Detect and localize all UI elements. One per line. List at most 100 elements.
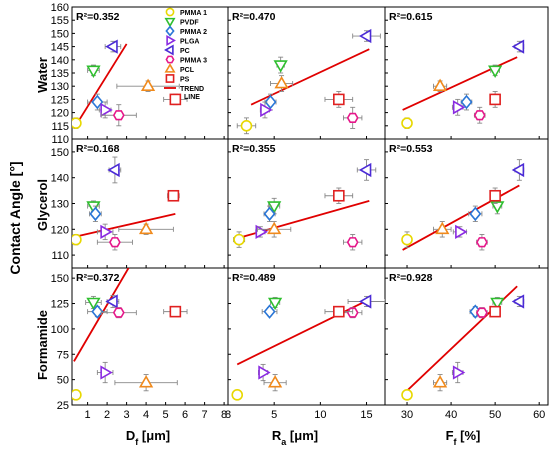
data-point-plga (100, 365, 113, 380)
x-tick-label: 50 (489, 409, 501, 421)
data-point-pc (107, 162, 120, 178)
data-point-pmma-1 (401, 389, 413, 401)
panel-frame-glycerol-ff (384, 138, 549, 269)
x-tick-label: 3 (124, 409, 130, 421)
data-point-pmma-3 (473, 110, 486, 121)
data-point-pvdf (86, 201, 101, 214)
data-point-pmma-1 (72, 233, 82, 246)
x-tick-label: 30 (401, 409, 413, 421)
x-tick-label: 10 (314, 409, 326, 421)
r2-label: R²=0.553 (389, 143, 433, 155)
legend-label: PCL (180, 67, 195, 74)
y-tick-label: 125 (51, 94, 69, 106)
data-point-pmma-2 (91, 304, 104, 319)
data-point-pcl (267, 221, 282, 235)
panel-water-ff (401, 39, 525, 129)
y-tick-label: 120 (51, 224, 69, 236)
r2-label: R²=0.355 (232, 143, 276, 155)
data-point-pcl (138, 221, 154, 235)
data-point-pcl (140, 78, 156, 91)
data-point-pcl (267, 375, 283, 388)
data-point-pc (511, 162, 525, 178)
data-point-pmma-1 (72, 117, 82, 129)
data-point-plga (455, 224, 468, 240)
data-point-pmma-3 (108, 237, 121, 248)
data-point-pmma-1 (231, 389, 244, 401)
y-tick-label: 50 (57, 375, 69, 387)
panel-water-ra (236, 28, 381, 135)
legend-marker-pmma-3 (165, 55, 175, 64)
x-tick-label: 8 (221, 409, 227, 421)
data-point-pmma-3 (346, 112, 359, 124)
data-point-pc (105, 39, 118, 54)
data-point-pmma-1 (240, 120, 253, 132)
data-point-plga (452, 365, 466, 380)
x-axis-label-ra: Ra [μm] (272, 428, 318, 447)
legend-marker-pcl (164, 63, 176, 73)
data-point-pvdf (488, 65, 503, 78)
data-point-ps (489, 305, 501, 318)
data-point-ps (167, 189, 180, 202)
x-tick-label: 5 (163, 409, 169, 421)
data-point-plga (258, 365, 271, 380)
data-point-pcl (432, 375, 448, 388)
y-tick-label: 160 (51, 2, 69, 14)
x-tick-label: 8 (225, 409, 231, 421)
y-tick-label: 120 (51, 108, 69, 120)
y-tick-label: 110 (51, 250, 69, 262)
data-point-plga (260, 102, 273, 118)
data-point-pc (358, 28, 372, 44)
data-point-ps (169, 305, 182, 318)
data-point-pmma-2 (89, 206, 102, 222)
legend-label: PMMA 2 (180, 29, 207, 36)
data-point-ps (333, 93, 345, 106)
data-point-ps (169, 93, 182, 106)
panel-glycerol-ra (233, 159, 377, 251)
r2-label: R²=0.489 (232, 272, 276, 284)
data-point-pmma-1 (401, 117, 413, 129)
y-tick-label: 25 (57, 400, 69, 412)
data-point-pmma-3 (112, 110, 125, 121)
data-point-ps (489, 189, 501, 202)
data-point-ps (489, 93, 501, 106)
legend-marker-pvdf (164, 17, 176, 28)
x-tick-label: 4 (143, 409, 149, 421)
data-point-pmma-2 (91, 94, 104, 110)
panel-glycerol-ff (401, 159, 525, 251)
x-axis-label-ff: Ff [%] (446, 428, 481, 447)
row-label-water: Water (35, 57, 50, 93)
legend-label: PVDF (180, 20, 199, 27)
r2-label: R²=0.470 (232, 11, 276, 23)
data-point-plga (452, 100, 466, 115)
panel-formamide-ff (401, 285, 525, 401)
legend-label: PS (180, 77, 190, 84)
trend-line (73, 212, 176, 238)
data-point-pmma-2 (263, 304, 276, 319)
data-point-plga (100, 102, 113, 118)
data-point-pcl (432, 78, 448, 91)
legend-label: PMMA 1 (180, 10, 207, 17)
data-point-ps (333, 189, 345, 202)
r2-label: R²=0.615 (389, 11, 433, 23)
y-tick-label: 145 (51, 42, 69, 54)
x-tick-label: 7 (202, 409, 208, 421)
trend-line (236, 298, 370, 366)
data-point-pmma-2 (460, 94, 473, 110)
panel-frame-formamide-ff (384, 267, 549, 406)
x-tick-label: 40 (445, 409, 457, 421)
data-point-pmma-3 (346, 237, 359, 248)
panel-glycerol-df (72, 156, 180, 251)
data-point-pc (358, 294, 372, 309)
trend-line (402, 184, 520, 251)
data-point-pvdf (267, 201, 282, 214)
y-tick-label: 155 (51, 15, 69, 27)
data-point-pmma-3 (112, 307, 125, 318)
x-tick-label: 15 (360, 409, 372, 421)
x-tick-label: 2 (104, 409, 110, 421)
y-tick-label: 140 (51, 173, 69, 185)
data-point-pmma-3 (475, 307, 488, 318)
y-tick-label: 130 (51, 199, 69, 211)
data-point-plga (100, 224, 113, 240)
legend-label-trend-line: TREND LINE (180, 86, 204, 101)
panel-formamide-ra (231, 294, 385, 401)
